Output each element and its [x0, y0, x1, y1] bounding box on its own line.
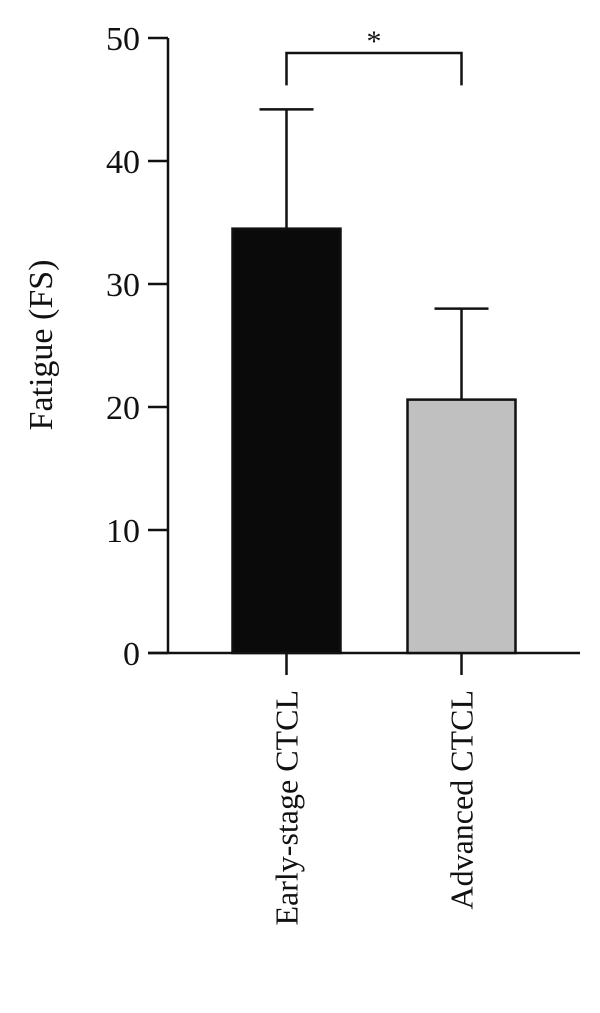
- y-axis-label: Fatigue (FS): [23, 260, 60, 431]
- y-tick-label: 10: [106, 513, 140, 550]
- y-tick-label: 0: [123, 636, 140, 673]
- bar: [231, 227, 342, 655]
- y-tick-label: 20: [106, 390, 140, 427]
- significance-label: *: [367, 25, 382, 58]
- x-tick-label: Advanced CTCL: [444, 690, 480, 910]
- y-tick-label: 30: [106, 267, 140, 304]
- bar: [406, 398, 517, 655]
- y-tick-label: 40: [106, 144, 140, 181]
- x-tick-label: Early-stage CTCL: [269, 690, 305, 925]
- significance-bracket: [285, 51, 463, 86]
- y-tick-label: 50: [106, 21, 140, 58]
